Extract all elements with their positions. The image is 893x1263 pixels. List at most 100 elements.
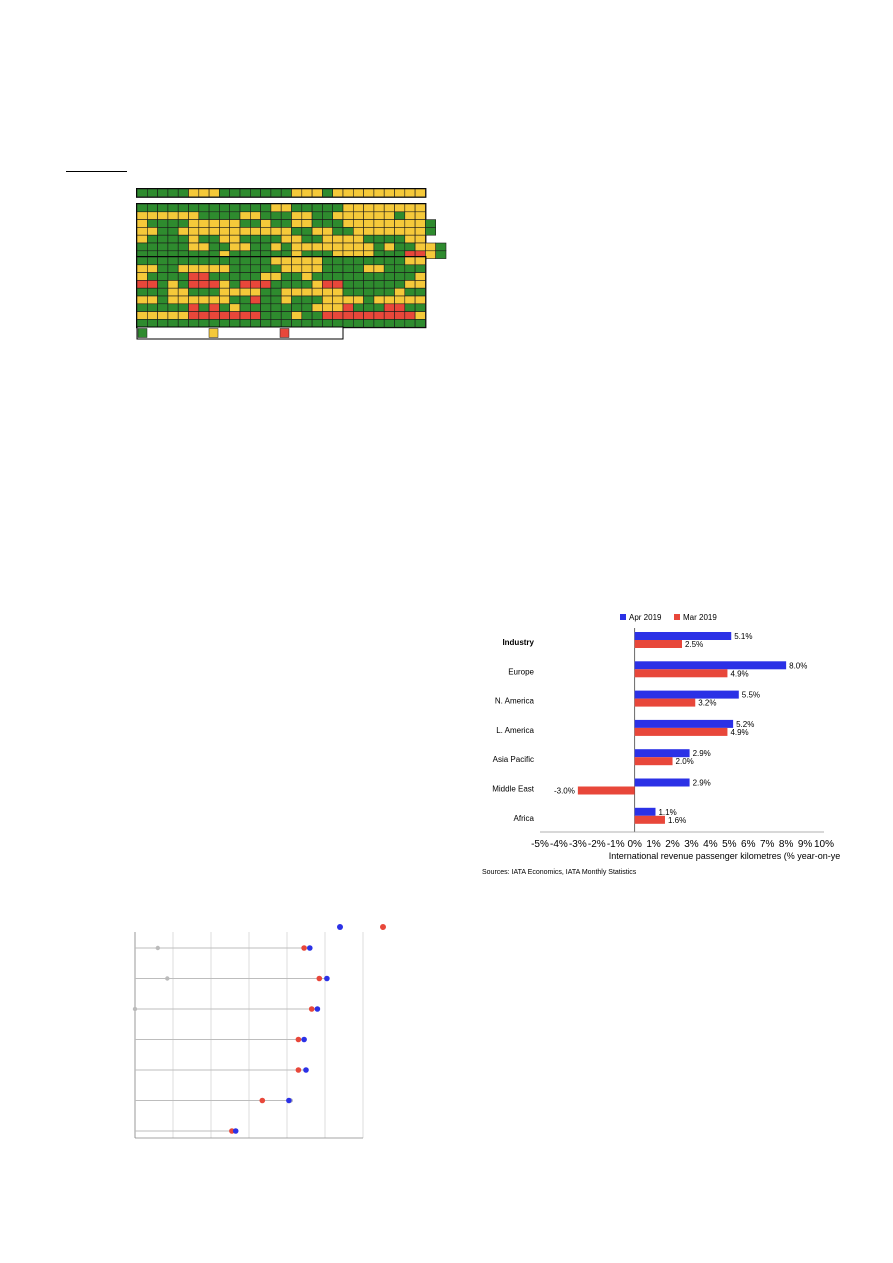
heatmap-cell [373, 311, 385, 320]
heatmap-cell [414, 188, 426, 198]
heatmap-cell [147, 203, 158, 213]
heatmap-cell [239, 287, 251, 297]
legend-label-mar-2019: Mar 2019 [683, 613, 717, 622]
x-tick-label: -3% [569, 839, 587, 850]
heatmap-cell [352, 203, 364, 213]
heatmap-cell [157, 234, 169, 244]
heatmap-cell [435, 242, 447, 252]
heatmap-cell [198, 295, 210, 305]
heatmap-cell [208, 280, 220, 289]
heatmap-cell [147, 234, 158, 244]
heatmap-cell [147, 242, 158, 252]
heatmap-cell [383, 272, 395, 281]
bar-apr-2019 [634, 807, 656, 816]
heatmap-cell [383, 219, 395, 228]
heatmap-cell [301, 280, 313, 289]
heatmap-cell [177, 242, 189, 252]
heatmap-cell [280, 287, 292, 297]
heatmap-cell [188, 242, 200, 252]
heatmap-cell [229, 311, 241, 320]
dot-grey [165, 976, 170, 981]
heatmap-cell [208, 234, 220, 244]
heatmap-cell [270, 303, 282, 312]
heatmap-cell [270, 227, 282, 236]
heatmap-cell [311, 280, 323, 289]
heatmap-cell [332, 295, 344, 305]
heatmap-cell [157, 203, 169, 213]
heatmap-cell [352, 319, 364, 328]
heatmap-cell [332, 280, 344, 289]
heatmap-cell [188, 211, 200, 220]
heatmap-cell [260, 311, 272, 320]
heatmap-cell [404, 227, 416, 236]
heatmap-cell [208, 219, 220, 228]
heatmap-cell [229, 264, 241, 273]
heatmap-cell [301, 264, 313, 273]
dot-plot-area [132, 932, 364, 1139]
heatmap-cell [383, 264, 395, 273]
heatmap-cell [157, 211, 169, 220]
legend-swatch-mar-2019 [674, 614, 680, 620]
heatmap-cell [198, 234, 210, 244]
heatmap-cell [414, 211, 426, 220]
bar-mar-2019 [634, 669, 728, 678]
heatmap-cell [342, 211, 354, 220]
heatmap-cell [383, 256, 395, 266]
heatmap-cell [373, 242, 385, 252]
bar-apr-2019 [634, 749, 690, 758]
heatmap-cell [414, 227, 426, 236]
heatmap-cell [177, 319, 189, 328]
heatmap-cell [383, 280, 395, 289]
heatmap-cell [394, 295, 406, 305]
heatmap-cell [332, 211, 344, 220]
heatmap-cell [352, 227, 364, 236]
category-label: Africa [514, 814, 535, 823]
heatmap-cell [208, 303, 220, 312]
legend-label-apr-2019: Apr 2019 [629, 613, 662, 622]
heatmap-cell [352, 272, 364, 281]
heatmap-cell [167, 242, 179, 252]
heatmap-cell [177, 280, 189, 289]
heatmap-cell [352, 295, 364, 305]
heatmap-cell [250, 256, 261, 266]
heatmap-cell [157, 287, 169, 297]
x-tick-label: 0% [627, 839, 642, 850]
heatmap-cell [157, 256, 169, 266]
bar-apr-2019 [634, 632, 732, 640]
heatmap-cell [404, 295, 416, 305]
heatmap-cell [229, 203, 241, 213]
heatmap-cell [342, 264, 354, 273]
heatmap-cell [136, 188, 148, 198]
heatmap-cell [270, 242, 282, 252]
heatmap-cell [291, 319, 303, 328]
heatmap-cell [311, 264, 323, 273]
heatmap-cell [352, 188, 364, 198]
heatmap-cell [198, 280, 210, 289]
heatmap-cell [219, 256, 230, 266]
heatmap-cell [219, 319, 230, 328]
heatmap-cell [332, 219, 344, 228]
heatmap-cell [363, 295, 375, 305]
heatmap-cell [219, 280, 230, 289]
heatmap-cell [404, 188, 416, 198]
heatmap-cell [404, 319, 416, 328]
bar-chart-legend: Apr 2019 Mar 2019 [620, 613, 717, 622]
heatmap-cell [363, 311, 375, 320]
heatmap-cell [332, 303, 344, 312]
heatmap-cell [301, 272, 313, 281]
heatmap-cell [394, 219, 406, 228]
heatmap-cell [270, 319, 282, 328]
heatmap-cell [311, 272, 323, 281]
heatmap-cell [291, 287, 303, 297]
heatmap-cell [342, 234, 354, 244]
heatmap-cell [157, 188, 169, 198]
heatmap-cell [167, 219, 179, 228]
dot-blue [232, 1128, 239, 1134]
heatmap-cell [270, 295, 282, 305]
heatmap-cell [260, 272, 272, 281]
heatmap-cell [394, 272, 406, 281]
dot-blue [286, 1097, 292, 1104]
heatmap-cell [167, 287, 179, 297]
bar-mar-2019 [634, 640, 682, 648]
heatmap-cell [219, 188, 230, 198]
